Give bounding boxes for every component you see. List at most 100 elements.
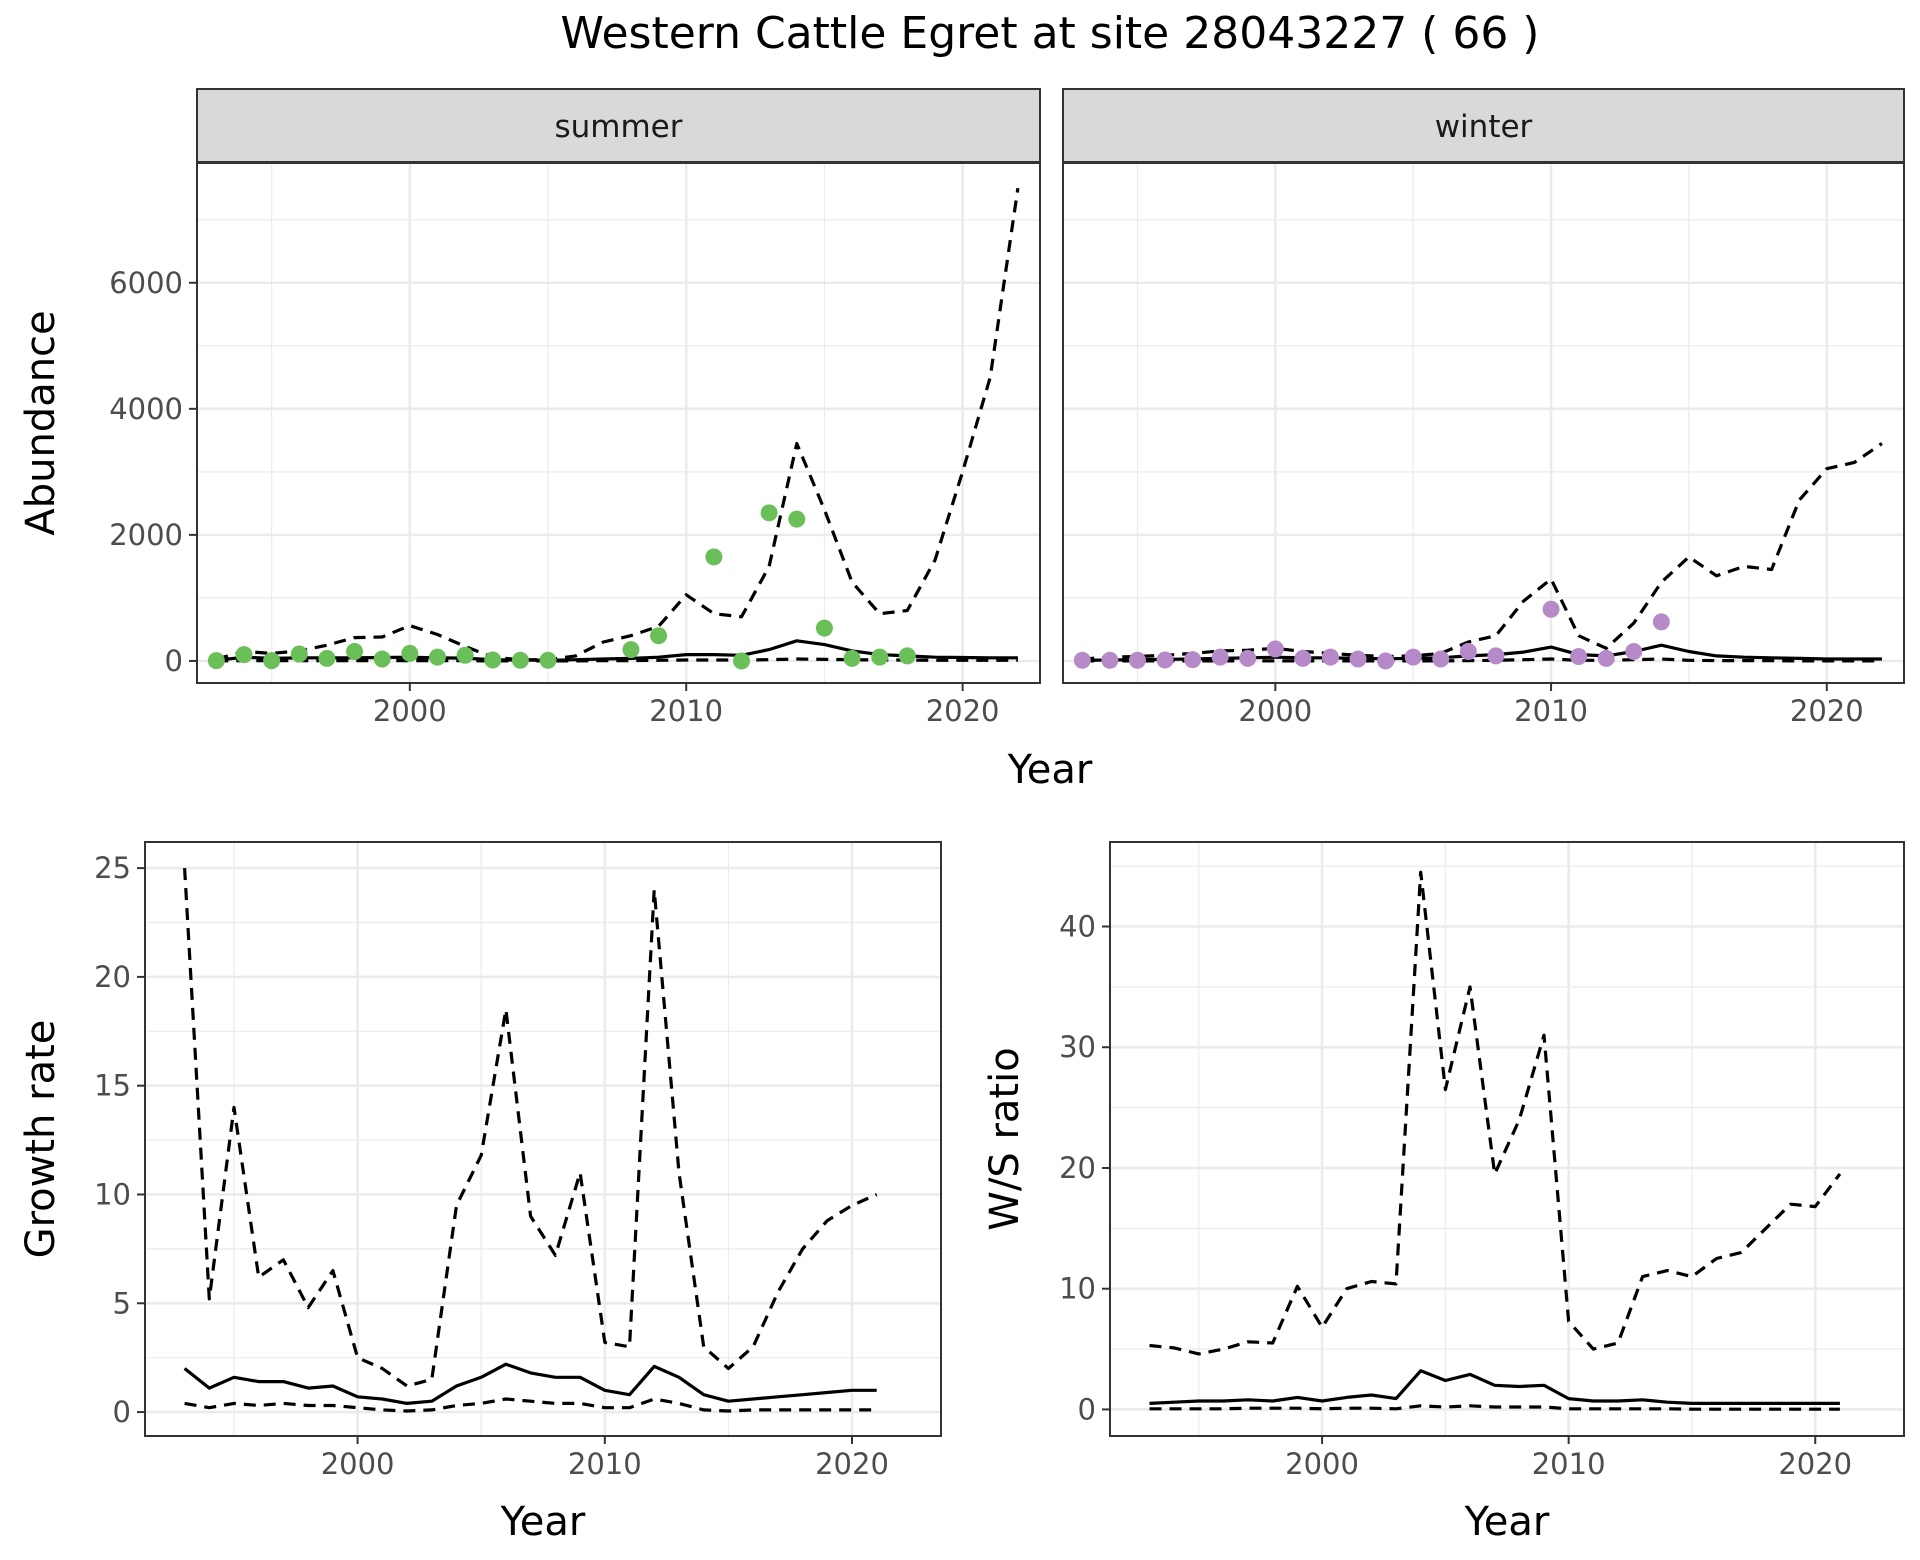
abundance-winter-x-tick-label: 2020 [1790, 694, 1864, 728]
abundance-summer-data-point [401, 644, 419, 662]
growth-y-tick-label: 25 [94, 851, 131, 885]
abundance-summer-data-point [235, 646, 253, 664]
abundance-summer-y-tick-label: 0 [165, 644, 183, 678]
abundance-summer-series-line-dashed-2 [216, 657, 1018, 663]
growth-panel: 2000 2010 2020 0 5 10 15 20 25 [94, 841, 942, 1481]
abundance-summer-series-line-dashed-1 [215, 187, 1020, 662]
growth-panel-border [144, 841, 942, 1437]
abundance-winter-data-point [1652, 613, 1670, 631]
abundance-summer-data-point [511, 651, 529, 669]
abundance-x-axis-title: Year [1007, 747, 1093, 793]
abundance-winter-data-point [1432, 650, 1450, 668]
abundance-summer-y-tick-label: 2000 [109, 518, 183, 552]
growth-plot-background [145, 842, 941, 1436]
abundance-summer-x-tick-label: 2000 [373, 694, 447, 728]
ratio-y-tick-label: 10 [1059, 1272, 1096, 1306]
abundance-winter-panel-border [1062, 162, 1905, 684]
ratio-panel-border [1109, 841, 1905, 1437]
abundance-summer-data-point [705, 548, 723, 566]
abundance-summer-data-point [650, 627, 668, 645]
abundance-summer-data-point [263, 652, 281, 670]
abundance-winter-data-point [1404, 648, 1422, 666]
growth-y-axis-title: Growth rate [18, 1020, 64, 1259]
ratio-y-tick-label: 40 [1059, 910, 1096, 944]
ratio-y-tick-label: 30 [1059, 1030, 1096, 1064]
ratio-x-tick-label: 2020 [1778, 1447, 1852, 1481]
ratio-y-tick-label: 0 [1078, 1392, 1096, 1426]
abundance-summer-x-tick-label: 2010 [649, 694, 723, 728]
ratio-plot-background [1110, 842, 1904, 1436]
growth-x-axis-title: Year [500, 1499, 586, 1545]
abundance-winter-data-point [1184, 651, 1202, 669]
abundance-winter-data-point [1542, 600, 1560, 618]
growth-y-tick-label: 0 [113, 1395, 131, 1429]
abundance-summer-data-point [871, 648, 889, 666]
abundance-summer-panel-border [196, 162, 1041, 684]
abundance-summer-data-point [788, 510, 806, 528]
growth-y-tick-label: 15 [94, 1069, 131, 1103]
abundance-summer-data-point [318, 649, 336, 667]
abundance-summer-data-point [456, 646, 474, 664]
growth-y-tick-label: 20 [94, 960, 131, 994]
abundance-summer-plot-background [197, 163, 1040, 683]
growth-y-tick-label: 5 [113, 1286, 131, 1320]
abundance-summer-data-point [484, 651, 502, 669]
ratio-y-axis-title: W/S ratio [982, 1047, 1028, 1230]
abundance-summer-panel: 2000 2010 2020 0 2000 4000 6000 [109, 162, 1041, 728]
abundance-winter-data-point [1101, 651, 1119, 669]
abundance-winter-data-point [1294, 649, 1312, 667]
abundance-summer-data-point [898, 647, 916, 665]
abundance-summer-data-point [207, 652, 225, 670]
abundance-winter-data-point [1321, 648, 1339, 666]
abundance-summer-data-point [760, 504, 778, 522]
abundance-winter-data-point [1625, 642, 1643, 660]
ratio-panel: 2000 2010 2020 0 10 20 30 40 [1059, 841, 1905, 1481]
ratio-x-tick-label: 2000 [1285, 1447, 1359, 1481]
abundance-winter-data-point [1239, 649, 1257, 667]
abundance-summer-data-point [290, 645, 308, 663]
facet-strip-summer [196, 88, 1041, 163]
ratio-series-line-dashed-2 [1149, 1404, 1840, 1411]
abundance-winter-data-point [1211, 648, 1229, 666]
abundance-summer-y-tick-label: 6000 [109, 266, 183, 300]
ratio-x-tick-label: 2010 [1532, 1447, 1606, 1481]
facet-label-winter: winter [1435, 109, 1533, 145]
abundance-summer-x-tick-label: 2020 [926, 694, 1000, 728]
ratio-x-axis-title: Year [1464, 1499, 1550, 1545]
abundance-winter-data-point [1128, 651, 1146, 669]
abundance-winter-data-point [1487, 647, 1505, 665]
abundance-y-axis-title: Abundance [18, 310, 64, 535]
abundance-winter-data-point [1570, 648, 1588, 666]
abundance-winter-data-point [1377, 652, 1395, 670]
abundance-summer-data-point [428, 648, 446, 666]
ratio-series-line-solid-0 [1149, 1369, 1840, 1405]
growth-x-tick-label: 2000 [321, 1447, 395, 1481]
abundance-winter-data-point [1459, 642, 1477, 660]
growth-series-line-dashed-2 [184, 1397, 877, 1413]
abundance-winter-data-point [1073, 651, 1091, 669]
abundance-winter-plot-background [1063, 163, 1904, 683]
abundance-summer-data-point [732, 652, 750, 670]
growth-series-line-solid-0 [183, 1362, 877, 1405]
growth-series-line-dashed-1 [183, 868, 878, 1388]
figure-title: Western Cattle Egret at site 28043227 ( … [561, 8, 1540, 59]
abundance-summer-y-tick-label: 4000 [109, 392, 183, 426]
abundance-winter-x-tick-label: 2000 [1238, 694, 1312, 728]
abundance-winter-data-point [1156, 651, 1174, 669]
abundance-summer-data-point [622, 641, 640, 659]
abundance-winter-series-line-dashed-2 [1082, 657, 1882, 663]
growth-y-tick-label: 10 [94, 1177, 131, 1211]
abundance-summer-data-point [539, 651, 557, 669]
abundance-winter-data-point [1266, 640, 1284, 658]
abundance-summer-data-point [843, 649, 861, 667]
abundance-winter-data-point [1597, 649, 1615, 667]
abundance-winter-data-point [1349, 650, 1367, 668]
growth-x-tick-label: 2020 [815, 1447, 889, 1481]
abundance-winter-x-tick-label: 2010 [1514, 694, 1588, 728]
abundance-summer-data-point [346, 642, 364, 660]
facet-strip-winter [1062, 88, 1905, 163]
abundance-summer-data-point [373, 650, 391, 668]
growth-x-tick-label: 2010 [568, 1447, 642, 1481]
